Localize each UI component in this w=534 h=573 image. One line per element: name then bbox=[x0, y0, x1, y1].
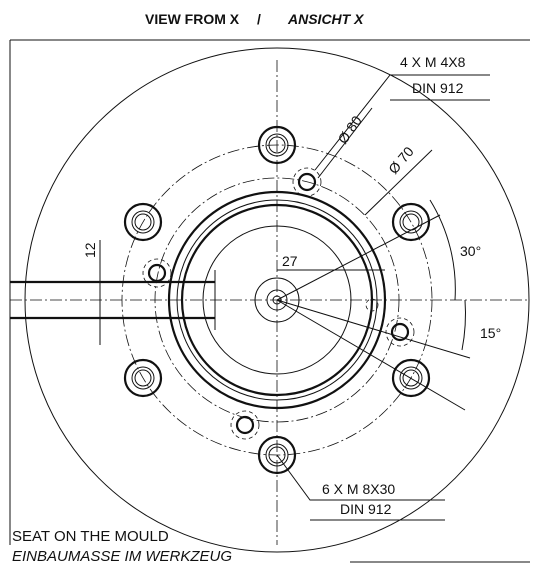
title-separator: / bbox=[257, 11, 261, 27]
small-bolt-spec: 4 X M 4X8 bbox=[400, 54, 466, 70]
large-bolt-standard: DIN 912 bbox=[340, 501, 392, 517]
width-12: 12 bbox=[82, 242, 98, 258]
title-left: VIEW FROM X bbox=[145, 11, 240, 27]
drawing: VIEW FROM X / ANSICHT X bbox=[0, 0, 534, 573]
footer-line2: EINBAUMASSE IM WERKZEUG bbox=[12, 548, 232, 565]
frame bbox=[10, 40, 530, 562]
large-bolt-spec: 6 X M 8X30 bbox=[322, 481, 395, 497]
angle-15: 15° bbox=[480, 325, 501, 341]
angle-30: 30° bbox=[460, 243, 481, 259]
length-27: 27 bbox=[282, 253, 298, 269]
footer-line1: SEAT ON THE MOULD bbox=[12, 528, 169, 545]
dia-70: Ø 70 bbox=[385, 143, 417, 177]
title-right: ANSICHT X bbox=[287, 11, 365, 27]
small-bolt-standard: DIN 912 bbox=[412, 80, 464, 96]
page: {"title": {"left": "VIEW FROM X", "separ… bbox=[0, 0, 534, 573]
dia-80: Ø 80 bbox=[334, 113, 365, 147]
